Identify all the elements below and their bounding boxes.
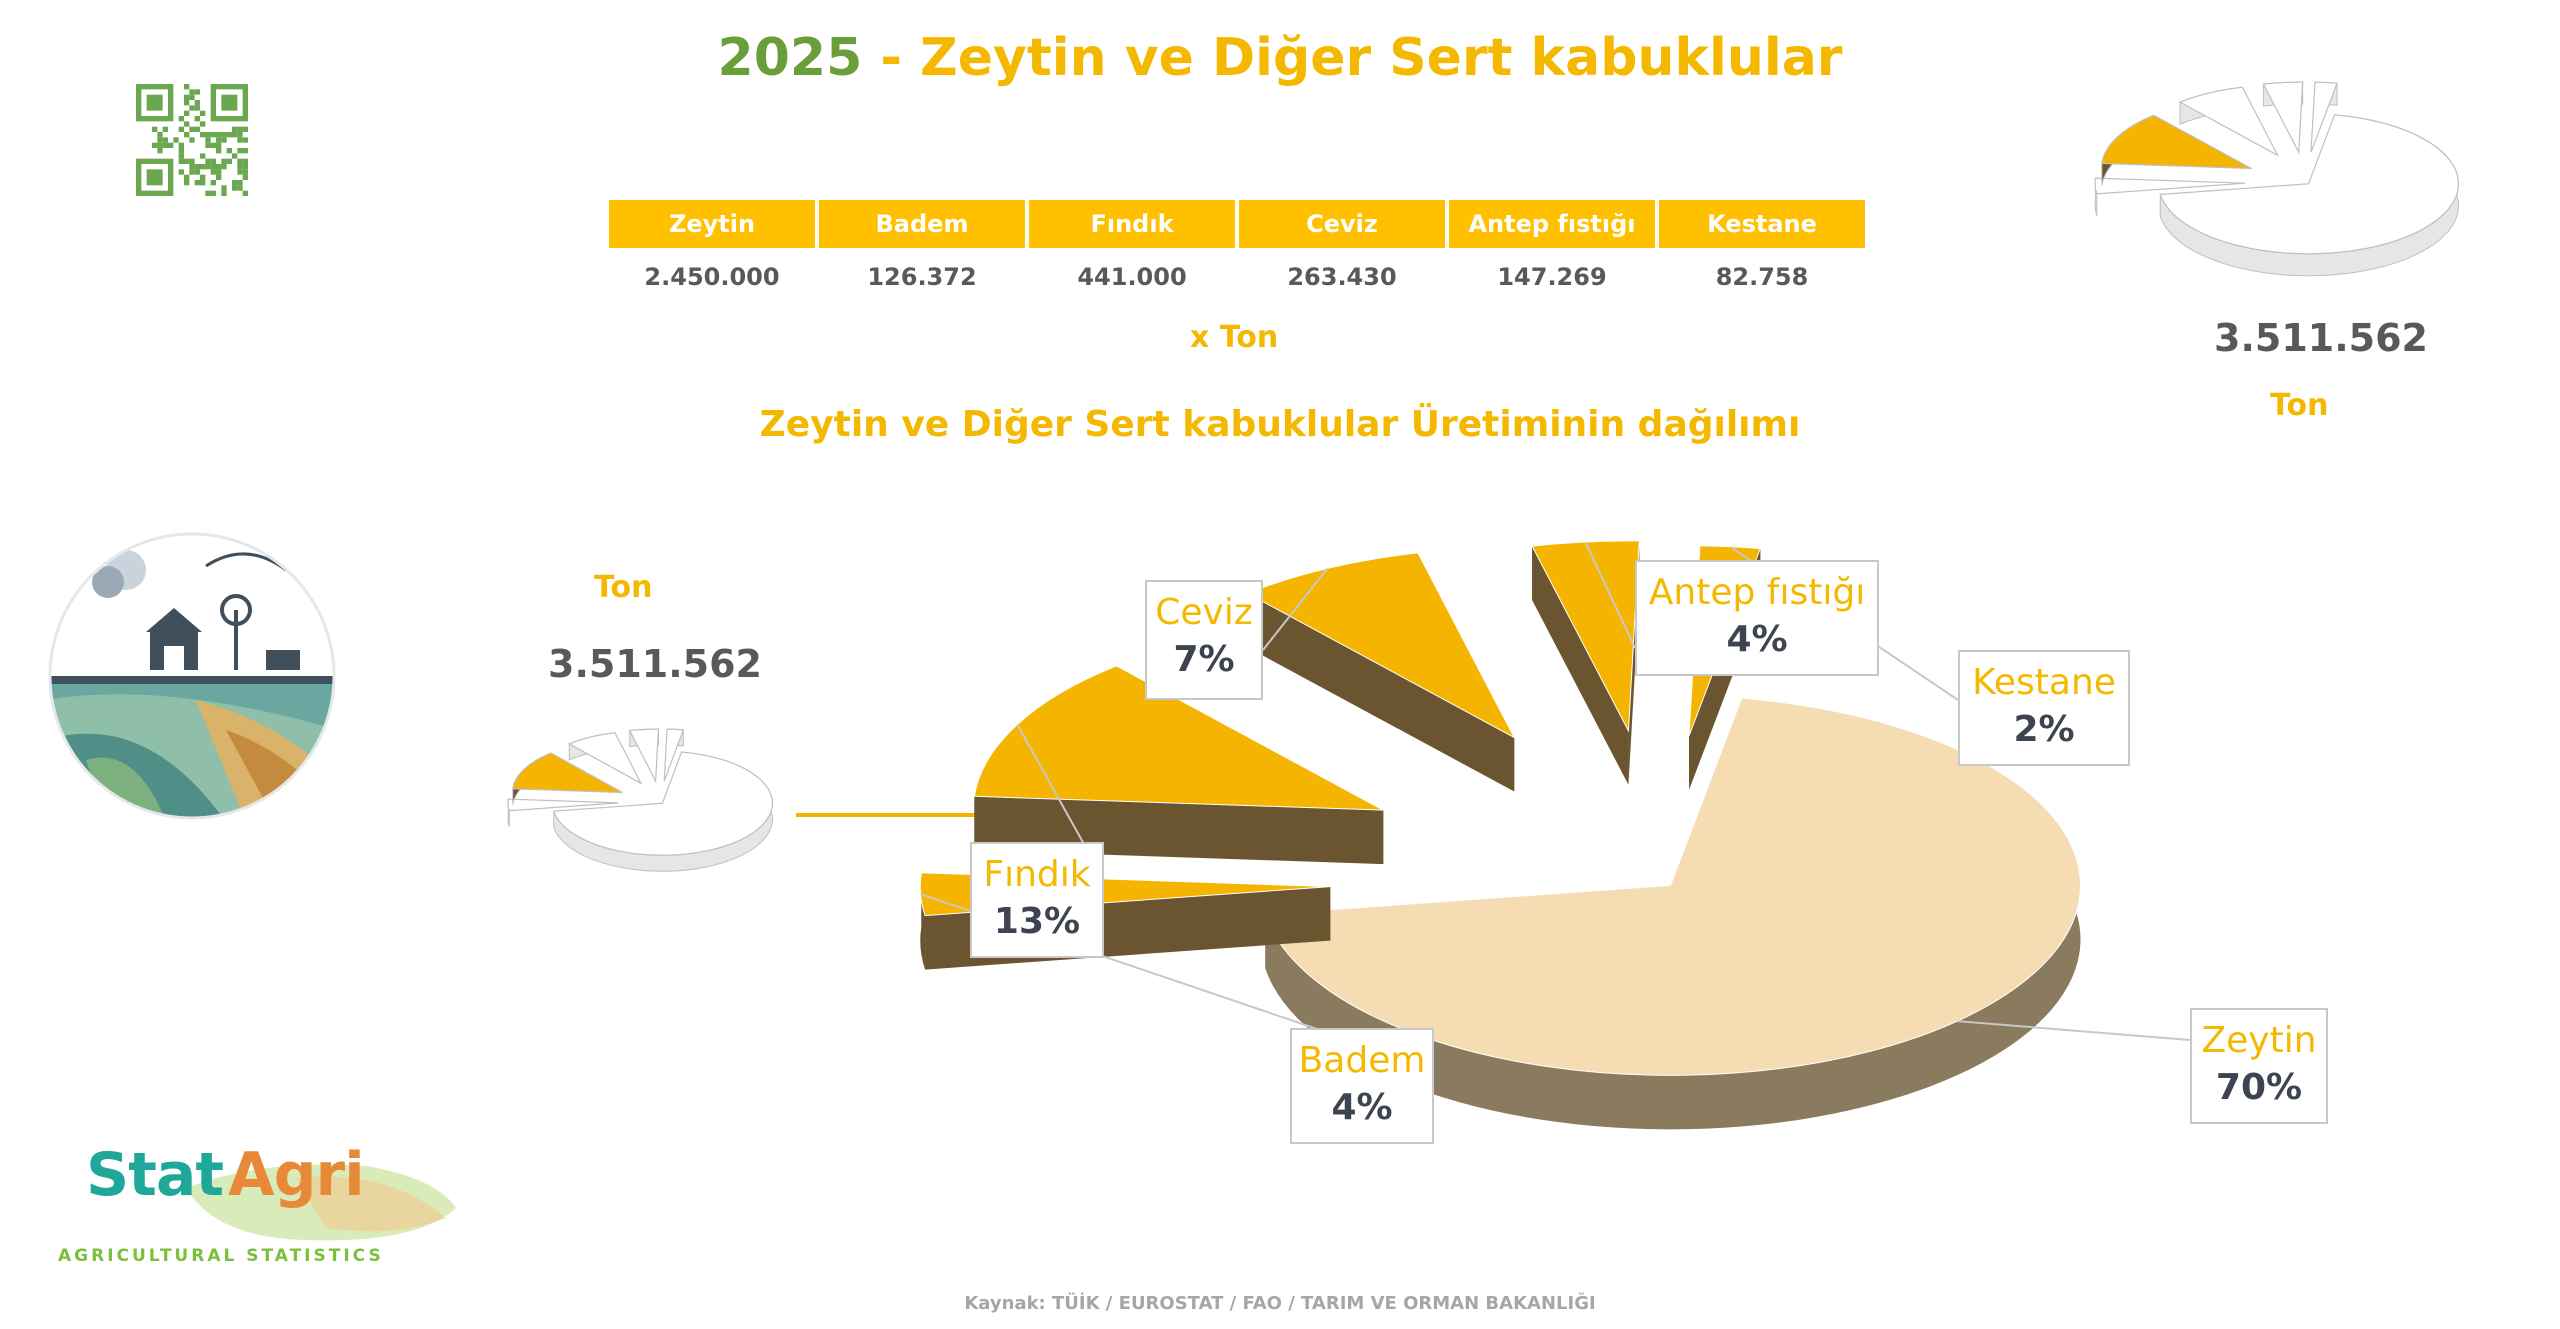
pie-slice-antep-fıstığı [1531, 540, 1640, 785]
vertical-dashed-lines [390, 210, 422, 1130]
cell-findik: 441.000 [1077, 263, 1187, 291]
title-year: 2025 [717, 28, 863, 88]
cell-kestane: 82.758 [1715, 263, 1809, 291]
logo-brush-icon [186, 1164, 456, 1241]
col-header-ceviz: Ceviz [1239, 200, 1445, 248]
thumbnail-slice [2094, 177, 2246, 217]
table-row: 2.450.000 126.372 441.000 263.430 147.26… [609, 248, 1865, 306]
title-text: - Zeytin ve Diğer Sert kabuklular [862, 28, 1843, 88]
cell-antep-fistigi: 147.269 [1497, 263, 1607, 291]
qr-code-icon [136, 84, 248, 196]
leader-line [1957, 1020, 2191, 1041]
thumbnail-pie-right [2094, 81, 2460, 277]
callout-name: Zeytin [2201, 1020, 2317, 1061]
callout-name: Ceviz [1155, 592, 1253, 633]
callout-percent: 2% [2013, 709, 2075, 750]
title-divider [490, 138, 2030, 142]
thumbnail-slice [507, 798, 619, 827]
logo-agri-text: Agri [228, 1140, 365, 1210]
callout-name: Antep fıstığı [1648, 572, 1866, 613]
leader-line [1584, 541, 1636, 649]
col-header-antep-fistigi: Antep fıstığı [1449, 200, 1655, 248]
right-total-unit: Ton [2270, 388, 2329, 423]
left-total-value: 3.511.562 [548, 642, 762, 686]
thumbnail-slice [663, 728, 685, 782]
thumbnail-pie-left [507, 728, 774, 872]
col-header-findik: Fındık [1029, 200, 1235, 248]
callout-percent: 13% [993, 901, 1081, 942]
callout-percent: 70% [2215, 1067, 2303, 1108]
production-table: Zeytin Badem Fındık Ceviz Antep fıstığı … [605, 200, 1869, 306]
callout-zeytin: Zeytin 70% [2190, 1008, 2328, 1124]
logo-stat-text: Stat [86, 1140, 224, 1210]
source-note: Kaynak: TÜİK / EUROSTAT / FAO / TARIM VE… [964, 1293, 1596, 1314]
table-unit: x Ton [1190, 320, 1279, 355]
callout-percent: 4% [1331, 1087, 1393, 1128]
thumbnail-slice [2178, 86, 2280, 157]
farm-emblem-icon [48, 532, 336, 820]
thumbnail-slice [628, 728, 660, 784]
pie-slice-zeytin [1264, 697, 2081, 1130]
thumbnail-slice [567, 732, 643, 785]
logo-subtitle: AGRICULTURAL STATISTICS [58, 1246, 384, 1266]
thumbnail-slice [512, 752, 623, 805]
cell-ceviz: 263.430 [1287, 263, 1397, 291]
col-header-kestane: Kestane [1659, 200, 1865, 248]
col-header-zeytin: Zeytin [609, 200, 815, 248]
callout-badem: Badem 4% [1290, 1028, 1434, 1144]
pie-slice-fındık [973, 665, 1384, 865]
right-total-value: 3.511.562 [2214, 316, 2428, 360]
pie-slice-ceviz [1246, 552, 1516, 792]
left-total-unit: Ton [594, 570, 653, 605]
callout-antep-fistigi: Antep fıstığı 4% [1635, 560, 1879, 676]
thumbnail-slice [552, 751, 774, 872]
page-title: 2025 - Zeytin ve Diğer Sert kabuklular [0, 28, 2560, 88]
callout-percent: 4% [1726, 619, 1788, 660]
chart-title: Zeytin ve Diğer Sert kabuklular Üretimin… [759, 404, 1801, 445]
callout-name: Badem [1298, 1040, 1426, 1081]
thumbnail-slice [2262, 81, 2304, 155]
thumbnail-slice [2159, 114, 2460, 277]
thumbnail-slice [2310, 81, 2338, 153]
callout-findik: Fındık 13% [970, 842, 1104, 958]
callout-name: Kestane [1972, 662, 2116, 703]
callout-name: Fındık [983, 854, 1091, 895]
callout-kestane: Kestane 2% [1958, 650, 2130, 766]
table-header-row: Zeytin Badem Fındık Ceviz Antep fıstığı … [609, 200, 1865, 248]
thumbnail-slice [2101, 114, 2252, 186]
leader-line [1262, 567, 1329, 651]
col-header-badem: Badem [819, 200, 1025, 248]
cell-zeytin: 2.450.000 [644, 263, 780, 291]
callout-percent: 7% [1173, 639, 1235, 680]
callout-ceviz: Ceviz 7% [1145, 580, 1263, 700]
cell-badem: 126.372 [867, 263, 977, 291]
